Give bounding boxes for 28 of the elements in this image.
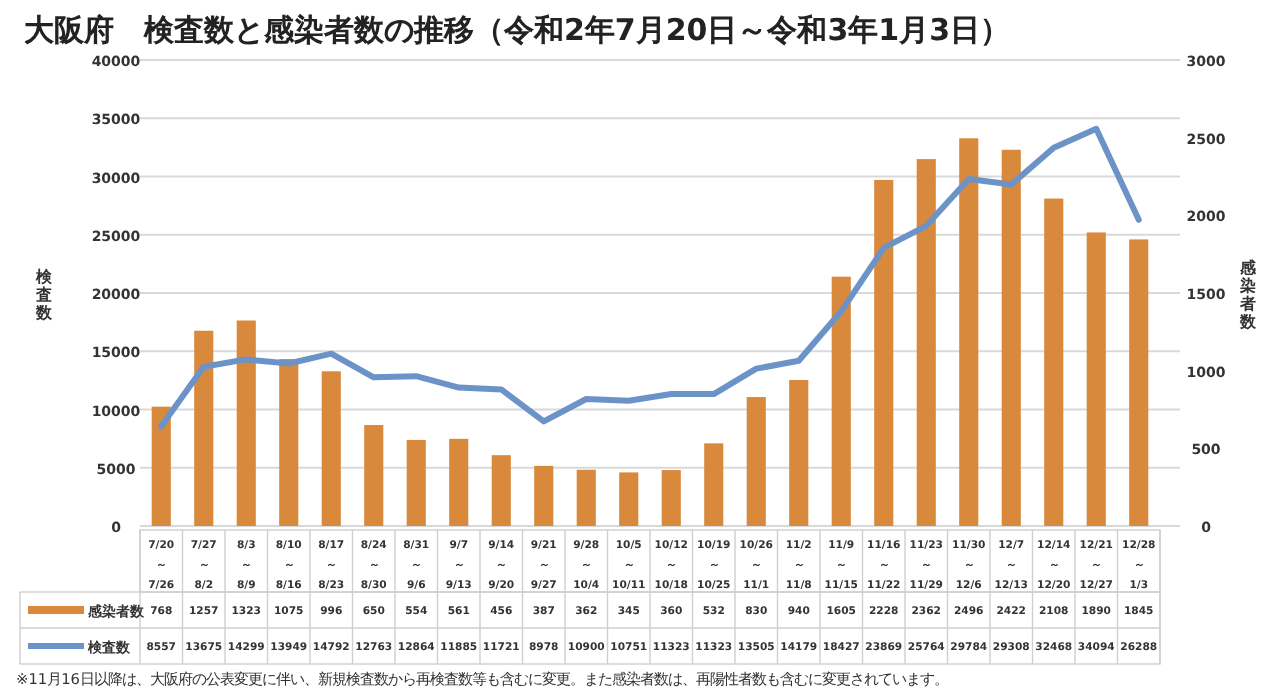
bar (916, 159, 936, 526)
bar (321, 371, 341, 526)
bar (449, 438, 469, 526)
bar (491, 455, 511, 526)
bar (789, 379, 809, 526)
y-axis-title: 検査数 (34, 268, 54, 322)
line-series (158, 125, 1142, 430)
bar (194, 330, 214, 526)
bar (151, 406, 171, 526)
bar (619, 472, 639, 526)
bar (1001, 149, 1021, 526)
bar (746, 397, 766, 526)
bar (364, 425, 384, 526)
bar (661, 470, 681, 526)
bar (831, 276, 851, 526)
bar (1129, 239, 1149, 526)
y2-axis-title: 感染者数 (1238, 259, 1258, 331)
bar (874, 179, 894, 526)
bar (534, 465, 554, 526)
bar (236, 320, 256, 526)
bar (959, 138, 979, 526)
bar (576, 469, 596, 526)
bar (1086, 232, 1106, 526)
chart-title: 大阪府 検査数と感染者数の推移（令和2年7月20日～令和3年1月3日） (24, 12, 1011, 48)
bar (1044, 198, 1064, 526)
bar (406, 439, 426, 526)
bar (279, 359, 299, 526)
bar (704, 443, 724, 526)
